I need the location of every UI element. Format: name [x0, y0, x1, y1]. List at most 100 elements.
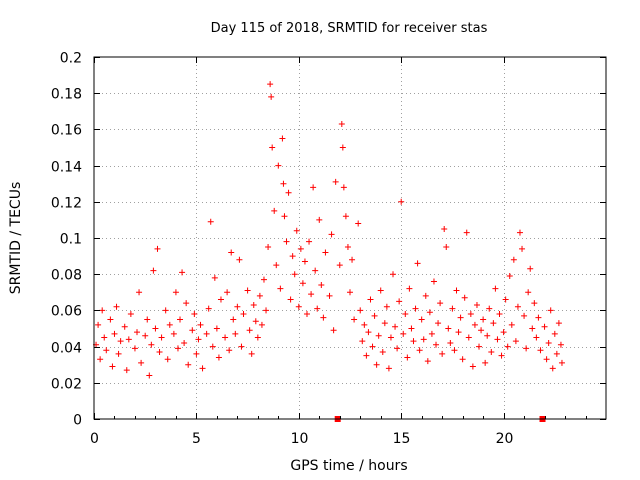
data-point	[326, 292, 333, 299]
data-point	[215, 354, 222, 361]
data-point	[185, 361, 192, 368]
data-point	[406, 285, 413, 292]
data-point	[369, 343, 376, 350]
data-point	[551, 330, 558, 337]
data-point	[340, 184, 347, 191]
data-point	[414, 260, 421, 267]
data-point	[453, 287, 460, 294]
data-point	[228, 249, 235, 256]
data-point	[381, 320, 388, 327]
data-point	[195, 336, 202, 343]
data-point	[508, 321, 515, 328]
data-point	[117, 338, 124, 345]
data-point	[97, 356, 104, 363]
data-point	[111, 330, 118, 337]
data-point	[512, 338, 519, 345]
data-point	[349, 256, 356, 263]
data-point	[447, 339, 454, 346]
data-point	[177, 316, 184, 323]
data-point	[193, 350, 200, 357]
x-tick-label: 5	[192, 431, 201, 447]
data-point	[465, 334, 472, 341]
data-point	[226, 347, 233, 354]
data-point	[113, 303, 120, 310]
x-tick-label: 0	[90, 431, 99, 447]
data-point	[357, 307, 364, 314]
data-point	[189, 327, 196, 334]
y-tick-label: 0.16	[51, 123, 82, 139]
data-point	[371, 312, 378, 319]
data-point	[291, 271, 298, 278]
data-point	[445, 325, 452, 332]
data-point	[213, 325, 220, 332]
data-point	[555, 320, 562, 327]
x-tick-label: 10	[291, 431, 309, 447]
data-point	[426, 309, 433, 316]
data-point	[424, 358, 431, 365]
data-point	[314, 305, 321, 312]
y-tick-label: 0	[73, 413, 82, 429]
data-point	[109, 363, 116, 370]
data-point	[310, 184, 317, 191]
data-point	[392, 323, 399, 330]
data-point	[252, 318, 259, 325]
data-point	[480, 316, 487, 323]
data-point	[287, 296, 294, 303]
data-point	[412, 305, 419, 312]
data-point	[420, 336, 427, 343]
data-point	[244, 287, 251, 294]
data-point	[152, 325, 159, 332]
data-point	[312, 267, 319, 274]
data-point	[285, 189, 292, 196]
data-point	[199, 365, 206, 372]
data-point	[504, 343, 511, 350]
data-point	[535, 314, 542, 321]
data-point	[279, 135, 286, 142]
data-point	[355, 220, 362, 227]
y-tick-label: 0.1	[60, 232, 82, 248]
data-point	[295, 303, 302, 310]
data-point	[373, 361, 380, 368]
data-point	[125, 336, 132, 343]
data-point	[398, 198, 405, 205]
data-point	[248, 350, 255, 357]
data-point	[383, 303, 390, 310]
data-point	[318, 282, 325, 289]
data-point	[396, 298, 403, 305]
data-point	[148, 341, 155, 348]
x-axis-ticks: 0 5 10 15 20	[90, 57, 587, 447]
data-point	[516, 229, 523, 236]
x-tick-label: 15	[393, 431, 411, 447]
data-point	[486, 305, 493, 312]
data-point	[498, 352, 505, 359]
data-point	[557, 341, 564, 348]
data-point	[328, 231, 335, 238]
data-point	[301, 258, 308, 265]
data-point	[203, 330, 210, 337]
data-point	[271, 207, 278, 214]
data-points	[93, 81, 565, 379]
data-point	[437, 300, 444, 307]
data-point	[265, 244, 272, 251]
data-point	[224, 289, 231, 296]
data-point	[316, 216, 323, 223]
data-point	[361, 321, 368, 328]
data-point	[268, 93, 275, 100]
data-point	[457, 314, 464, 321]
data-point	[547, 307, 554, 314]
x-tick-label: 20	[496, 431, 514, 447]
data-point	[367, 296, 374, 303]
data-point	[519, 245, 526, 252]
data-point	[490, 320, 497, 327]
data-point	[543, 356, 550, 363]
data-point	[390, 271, 397, 278]
data-point	[297, 245, 304, 252]
data-point	[510, 256, 517, 263]
data-point	[488, 349, 495, 356]
data-point	[336, 262, 343, 269]
data-point	[529, 325, 536, 332]
y-tick-label: 0.02	[51, 377, 82, 393]
data-point	[496, 311, 503, 318]
data-point	[172, 289, 179, 296]
